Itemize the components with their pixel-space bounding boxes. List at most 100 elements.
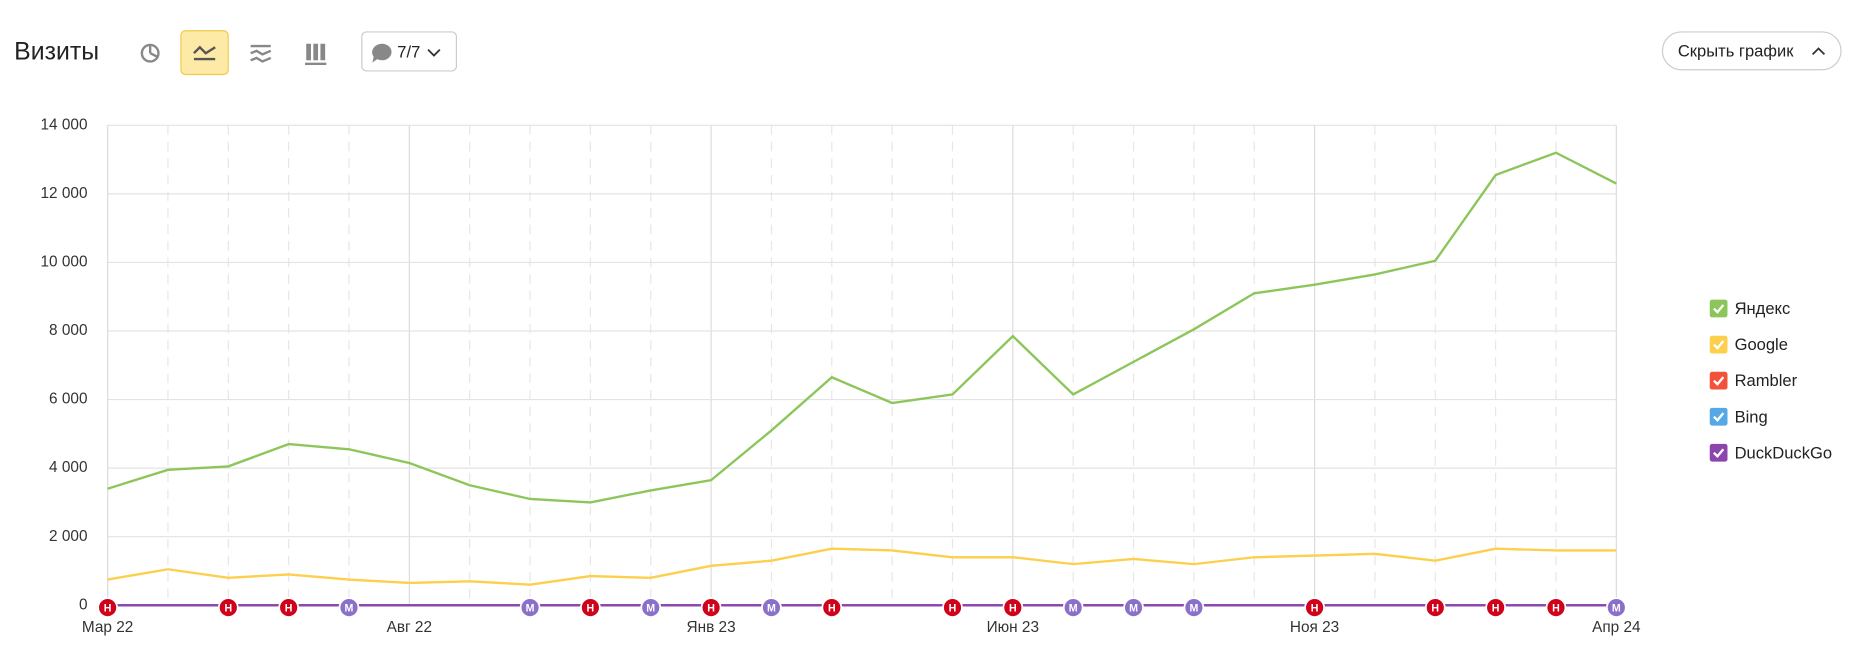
y-tick-label: 6 000 (49, 391, 87, 408)
annotation-label: Н (828, 603, 836, 615)
legend-item[interactable]: Яндекс (1709, 299, 1791, 318)
annotation-label: М (1129, 603, 1138, 615)
annotation-marker[interactable]: М (1062, 597, 1084, 618)
annotation-bubble (1424, 597, 1446, 618)
annotation-label: Н (1552, 603, 1560, 615)
y-tick-label: 0 (79, 596, 88, 613)
check-mark (1713, 412, 1725, 423)
annotation-marker[interactable]: Н (821, 597, 843, 618)
annotation-marker[interactable]: М (338, 597, 360, 618)
check-mark (1713, 340, 1725, 350)
x-tick-label: Июн 23 (987, 619, 1039, 636)
y-tick-label: 14 000 (41, 116, 88, 133)
legend-label: DuckDuckGo (1735, 443, 1832, 462)
annotation-label: М (345, 603, 354, 615)
annotation-marker[interactable]: М (640, 597, 662, 618)
annotation-marker[interactable]: Н (1545, 597, 1567, 618)
chart-type-pie[interactable] (140, 43, 160, 63)
comment-icon (372, 43, 392, 63)
annotation-bubble (519, 597, 541, 618)
annotation-bubble (1485, 597, 1506, 618)
annotation-marker[interactable]: М (519, 597, 541, 618)
annotation-marker[interactable]: Н (97, 597, 118, 618)
x-tick-label: Апр 24 (1592, 619, 1641, 636)
annotation-marker[interactable]: Н (580, 597, 601, 618)
annotation-bubble (942, 597, 963, 618)
check-mark (1713, 448, 1725, 459)
annotation-label: М (1069, 603, 1078, 615)
annotation-marker[interactable]: Н (278, 597, 299, 618)
annotation-bubble (338, 597, 360, 618)
annotation-bubble (700, 597, 722, 618)
page-title: Визиты (14, 39, 99, 66)
annotation-marker[interactable]: Н (942, 597, 963, 618)
annotation-bubble (1183, 597, 1205, 618)
hide-chart-label: Скрыть график (1678, 41, 1794, 60)
annotation-bubble (1062, 597, 1084, 618)
line-icon (193, 45, 216, 61)
annotation-label: Н (587, 603, 595, 615)
annotation-label: Н (224, 603, 232, 615)
x-tick-label: Ноя 23 (1290, 619, 1339, 636)
y-tick-label: 8 000 (49, 322, 87, 339)
annotation-bubble (1304, 597, 1325, 618)
annotation-label: Н (104, 603, 112, 615)
annotation-label: М (646, 603, 655, 615)
chevron (427, 49, 441, 57)
legend-item[interactable]: Google (1709, 335, 1788, 354)
filter-dropdown[interactable] (361, 31, 457, 72)
chevron (1811, 47, 1826, 56)
annotation-label: Н (1431, 603, 1439, 615)
annotation-label: М (1612, 603, 1621, 615)
legend-item[interactable]: Bing (1709, 407, 1768, 426)
annotation-bubble (821, 597, 843, 618)
annotation-marker[interactable]: М (1183, 597, 1205, 618)
annotation-label: Н (285, 603, 293, 615)
legend-checkbox (1709, 335, 1728, 354)
legend-item[interactable]: DuckDuckGo (1709, 443, 1832, 462)
hide-chart-button[interactable] (1661, 31, 1842, 71)
annotation-marker[interactable]: М (1605, 597, 1627, 618)
legend-label: Rambler (1735, 371, 1798, 390)
series-line (107, 151, 1617, 504)
annotation-bubble (580, 597, 601, 618)
annotation-label: М (526, 603, 535, 615)
x-tick-label: Авг 22 (387, 619, 432, 636)
annotation-label: М (1189, 603, 1198, 615)
check-mark (1713, 376, 1725, 386)
y-tick-label: 12 000 (41, 185, 88, 202)
annotation-label: Н (1009, 603, 1017, 615)
annotation-label: Н (1311, 603, 1319, 615)
legend-checkbox (1709, 443, 1728, 462)
legend-label: Яндекс (1735, 299, 1791, 318)
annotation-bubble (217, 597, 239, 618)
x-tick-label: Янв 23 (687, 619, 736, 636)
annotation-label: Н (707, 603, 715, 615)
legend-checkbox (1709, 299, 1728, 318)
annotation-bubble (1545, 597, 1567, 618)
x-tick-label: Мар 22 (82, 619, 133, 636)
annotation-bubble (640, 597, 662, 618)
filter-label: 7/7 (397, 43, 420, 62)
chart-type-columns[interactable] (305, 43, 327, 66)
annotation-bubble (761, 597, 782, 618)
y-tick-label: 2 000 (49, 528, 87, 545)
annotation-bubble (1605, 597, 1627, 618)
check-mark (1713, 304, 1725, 314)
annotation-marker[interactable]: Н (217, 597, 239, 618)
legend-checkbox (1709, 407, 1728, 426)
annotation-marker[interactable]: Н (700, 597, 722, 618)
annotation-marker[interactable]: Н (1424, 597, 1446, 618)
legend-item[interactable]: Rambler (1709, 371, 1798, 390)
annotation-marker[interactable]: Н (1485, 597, 1506, 618)
annotation-bubble (278, 597, 299, 618)
annotation-marker[interactable]: М (761, 597, 782, 618)
y-tick-label: 4 000 (49, 459, 87, 476)
annotation-marker[interactable]: Н (1304, 597, 1325, 618)
annotation-marker[interactable]: Н (1002, 597, 1024, 618)
annotation-bubble (1123, 597, 1144, 618)
chart-type-area[interactable] (250, 44, 272, 63)
annotation-marker[interactable]: М (1123, 597, 1144, 618)
legend-label: Bing (1735, 407, 1768, 426)
